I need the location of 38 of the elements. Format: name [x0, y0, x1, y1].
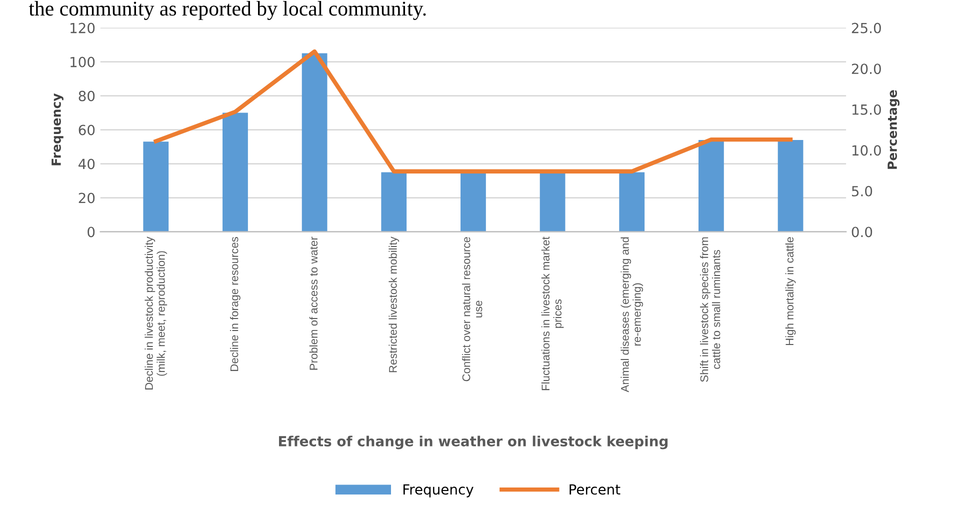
y-tick-label: 100 [70, 56, 95, 68]
bar [222, 112, 248, 232]
bar [460, 172, 486, 232]
y2-axis-title: Percentage [888, 90, 900, 169]
bar [698, 140, 724, 232]
bar [540, 172, 566, 232]
legend-label: Percent [570, 484, 620, 495]
bar [381, 172, 407, 232]
y-tick-label: 20 [78, 192, 95, 204]
bar [302, 53, 328, 232]
bar [778, 140, 804, 232]
y2-tick-label: 15.0 [852, 104, 881, 115]
x-tick-label: Shift in livestock species from cattle to small ruminants [700, 237, 720, 382]
y2-tick-label: 0.0 [852, 226, 872, 238]
x-tick-label: Problem of access to water [309, 236, 318, 370]
x-axis-title: Effects of change in weather on livestock keeping [279, 436, 668, 450]
y2-tick-label: 20.0 [852, 64, 881, 74]
x-tick-label: Animal diseases (emerging and re-emerging) [620, 237, 644, 392]
bar [619, 172, 645, 232]
y-tick-label: 80 [78, 90, 95, 102]
text: the community as reported by local community. [28, 1, 426, 20]
y-tick-label: 40 [78, 158, 95, 170]
x-tick-label: High mortality in cattle [785, 237, 796, 345]
y-tick-label: 0 [88, 226, 95, 238]
x-tick-label: Fluctuations in livestock market prices [541, 236, 564, 390]
x-tick-label: Decline in forage resources [230, 237, 240, 371]
line-series [154, 49, 793, 174]
y2-tick-label: 25.0 [852, 22, 881, 34]
y2-tick-label: 10.0 [852, 145, 881, 156]
y-axis-title: Frequency [52, 93, 64, 166]
x-tick-label: Restricted livestock mobility [388, 236, 400, 372]
y-tick-label: 60 [78, 124, 95, 136]
y-tick-label: 120 [70, 22, 95, 34]
x-tick-label: Conflict over natural resource use [462, 237, 482, 382]
y2-tick-label: 5.0 [852, 186, 872, 196]
legend-label: Frequency [403, 484, 474, 498]
bar [143, 142, 169, 232]
x-tick-label: Decline in livestock productivity (milk, meet, reproduction) [144, 236, 168, 390]
